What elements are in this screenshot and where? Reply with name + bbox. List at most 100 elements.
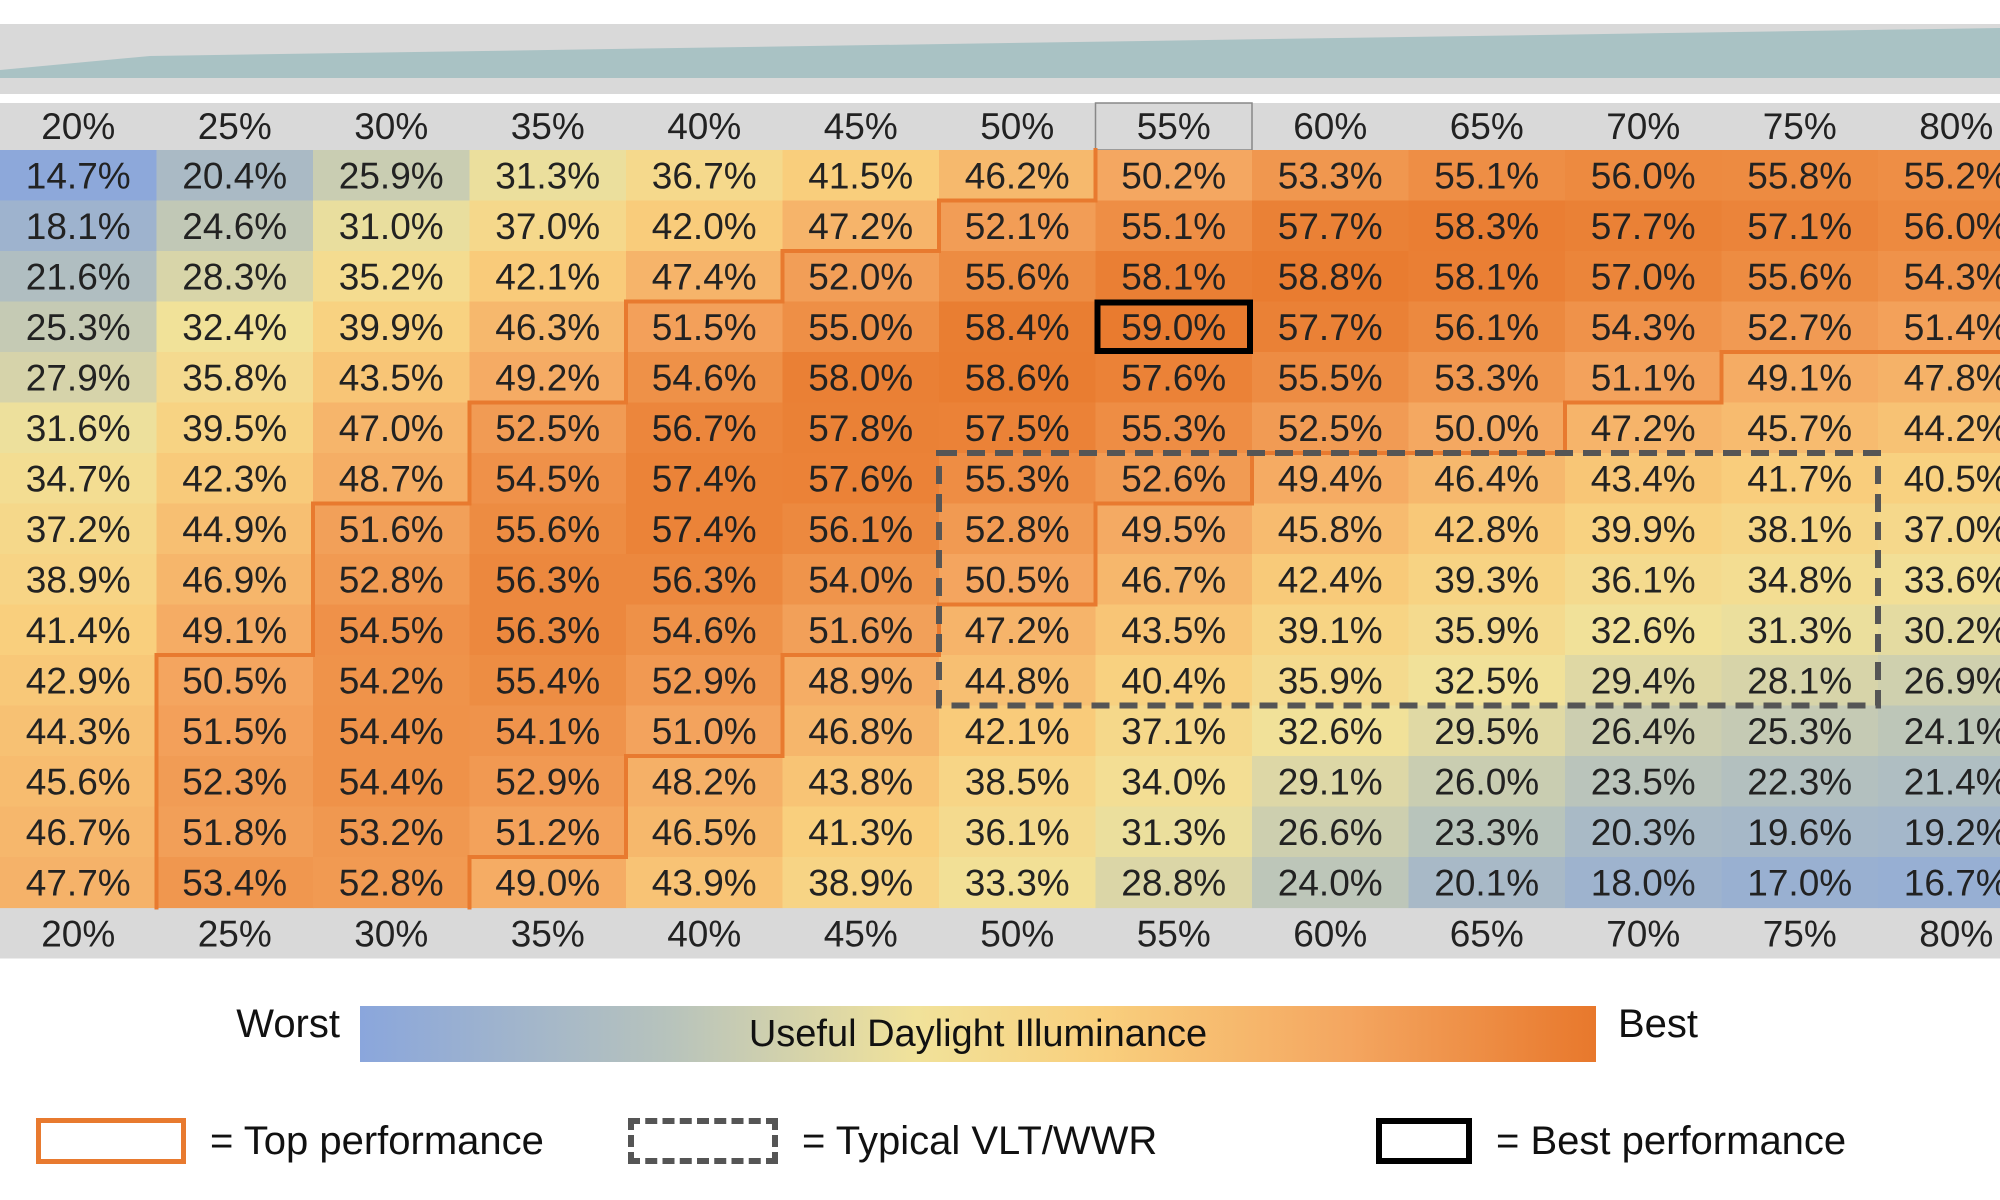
heatmap-cell [0,200,158,252]
typical-region-box [936,450,1881,709]
heatmap-cell [1565,352,1723,404]
cell-value-label: 57.0% [1591,256,1696,297]
cell-value-label: 49.1% [182,610,287,651]
cell-value-label: 47.8% [1904,357,2000,398]
heatmap-cell [1721,402,1879,454]
cell-value-label: 55.6% [965,256,1070,297]
cell-value-label: 57.7% [1278,206,1383,247]
cell-value-label: 18.1% [26,206,131,247]
heatmap-cell [469,150,627,202]
heatmap-cell [939,301,1097,353]
heatmap-cell [1095,402,1253,454]
top-performance-label: = Top performance [210,1118,544,1163]
cell-value-label: 54.1% [495,711,600,752]
heatmap-cell [782,655,940,707]
colorbar-gradient: Useful Daylight Illuminance [360,1006,1596,1062]
cell-value-label: 26.6% [1278,812,1383,853]
cell-value-label: 38.5% [965,761,1070,802]
heatmap-cell [1878,857,2000,909]
heatmap-cell [313,705,471,757]
heatmap-cell [1721,604,1879,656]
cell-value-label: 58.4% [965,307,1070,348]
cell-value-label: 18.0% [1591,862,1696,903]
cell-value-label: 44.3% [26,711,131,752]
cell-value-label: 36.1% [1591,559,1696,600]
heatmap-cell [1252,453,1410,505]
heatmap-cell [1721,352,1879,404]
heatmap-cell [1252,756,1410,808]
heatmap-cell [1721,756,1879,808]
heatmap-cell [1565,251,1723,303]
cell-value-label: 55.4% [495,660,600,701]
x-tick-label-top: 75% [1763,106,1837,147]
heatmap-cell [156,857,314,909]
heatmap-cell [1095,251,1253,303]
cell-value-label: 28.1% [1747,660,1852,701]
heatmap-cell [1252,301,1410,353]
cell-value-label: 33.3% [965,862,1070,903]
cell-value-label: 32.6% [1591,610,1696,651]
x-tick-label-bottom: 45% [824,914,898,955]
heatmap-cell [626,554,784,606]
cell-value-label: 52.8% [339,862,444,903]
heatmap-cell [469,806,627,858]
x-tick-label-top: 65% [1450,106,1524,147]
cell-value-label: 51.6% [808,610,913,651]
typical-swatch [628,1118,778,1164]
cell-value-label: 51.2% [495,812,600,853]
cell-value-label: 37.1% [1121,711,1226,752]
cell-value-label: 34.7% [26,458,131,499]
cell-value-label: 50.5% [182,660,287,701]
cell-value-label: 25.3% [1747,711,1852,752]
x-tick-label-bottom: 30% [354,914,428,955]
cell-value-label: 55.1% [1121,206,1226,247]
cell-value-label: 24.0% [1278,862,1383,903]
cell-value-label: 30.2% [1904,610,2000,651]
cell-value-label: 45.8% [1278,509,1383,550]
cell-value-label: 57.1% [1747,206,1852,247]
heatmap-cell [1565,554,1723,606]
x-tick-label-top: 50% [980,106,1054,147]
heatmap-cell [1565,200,1723,252]
cell-value-label: 35.8% [182,357,287,398]
heatmap-cell [1252,200,1410,252]
cell-value-label: 56.1% [808,509,913,550]
cell-value-label: 51.5% [182,711,287,752]
heatmap-cell [626,352,784,404]
heatmap-cell [1565,705,1723,757]
heatmap-cell [1565,453,1723,505]
x-tick-label-top: 40% [667,106,741,147]
cell-value-label: 57.7% [1591,206,1696,247]
heatmap-cell [1878,150,2000,202]
cell-value-label: 53.3% [1278,155,1383,196]
heatmap-cell [1565,857,1723,909]
heatmap-cell [1878,200,2000,252]
cell-value-label: 42.0% [652,206,757,247]
heatmap-cell [156,150,314,202]
heatmap-cell [1721,150,1879,202]
x-tick-label-bottom: 80% [1919,914,1993,955]
cell-value-label: 53.4% [182,862,287,903]
heatmap-cell [939,503,1097,555]
cell-value-label: 24.1% [1904,711,2000,752]
heatmap-cell [939,655,1097,707]
cell-value-label: 56.0% [1904,206,2000,247]
heatmap-cell [1565,604,1723,656]
cell-value-label: 39.9% [339,307,444,348]
cell-value-label: 33.6% [1904,559,2000,600]
heatmap-cell [313,806,471,858]
heatmap-cell [1565,503,1723,555]
legend-typical: = Typical VLT/WWR [628,1115,1157,1167]
cell-value-label: 34.8% [1747,559,1852,600]
heatmap-cell [626,402,784,454]
heatmap-cell [1408,756,1566,808]
cell-value-label: 55.6% [1747,256,1852,297]
heatmap-cell [1721,857,1879,909]
heatmap-cell [469,503,627,555]
cell-value-label: 55.3% [965,458,1070,499]
heatmap-cell [469,554,627,606]
heatmap-cell [1721,503,1879,555]
cell-value-label: 52.9% [652,660,757,701]
cell-value-label: 43.5% [1121,610,1226,651]
cell-value-label: 20.4% [182,155,287,196]
